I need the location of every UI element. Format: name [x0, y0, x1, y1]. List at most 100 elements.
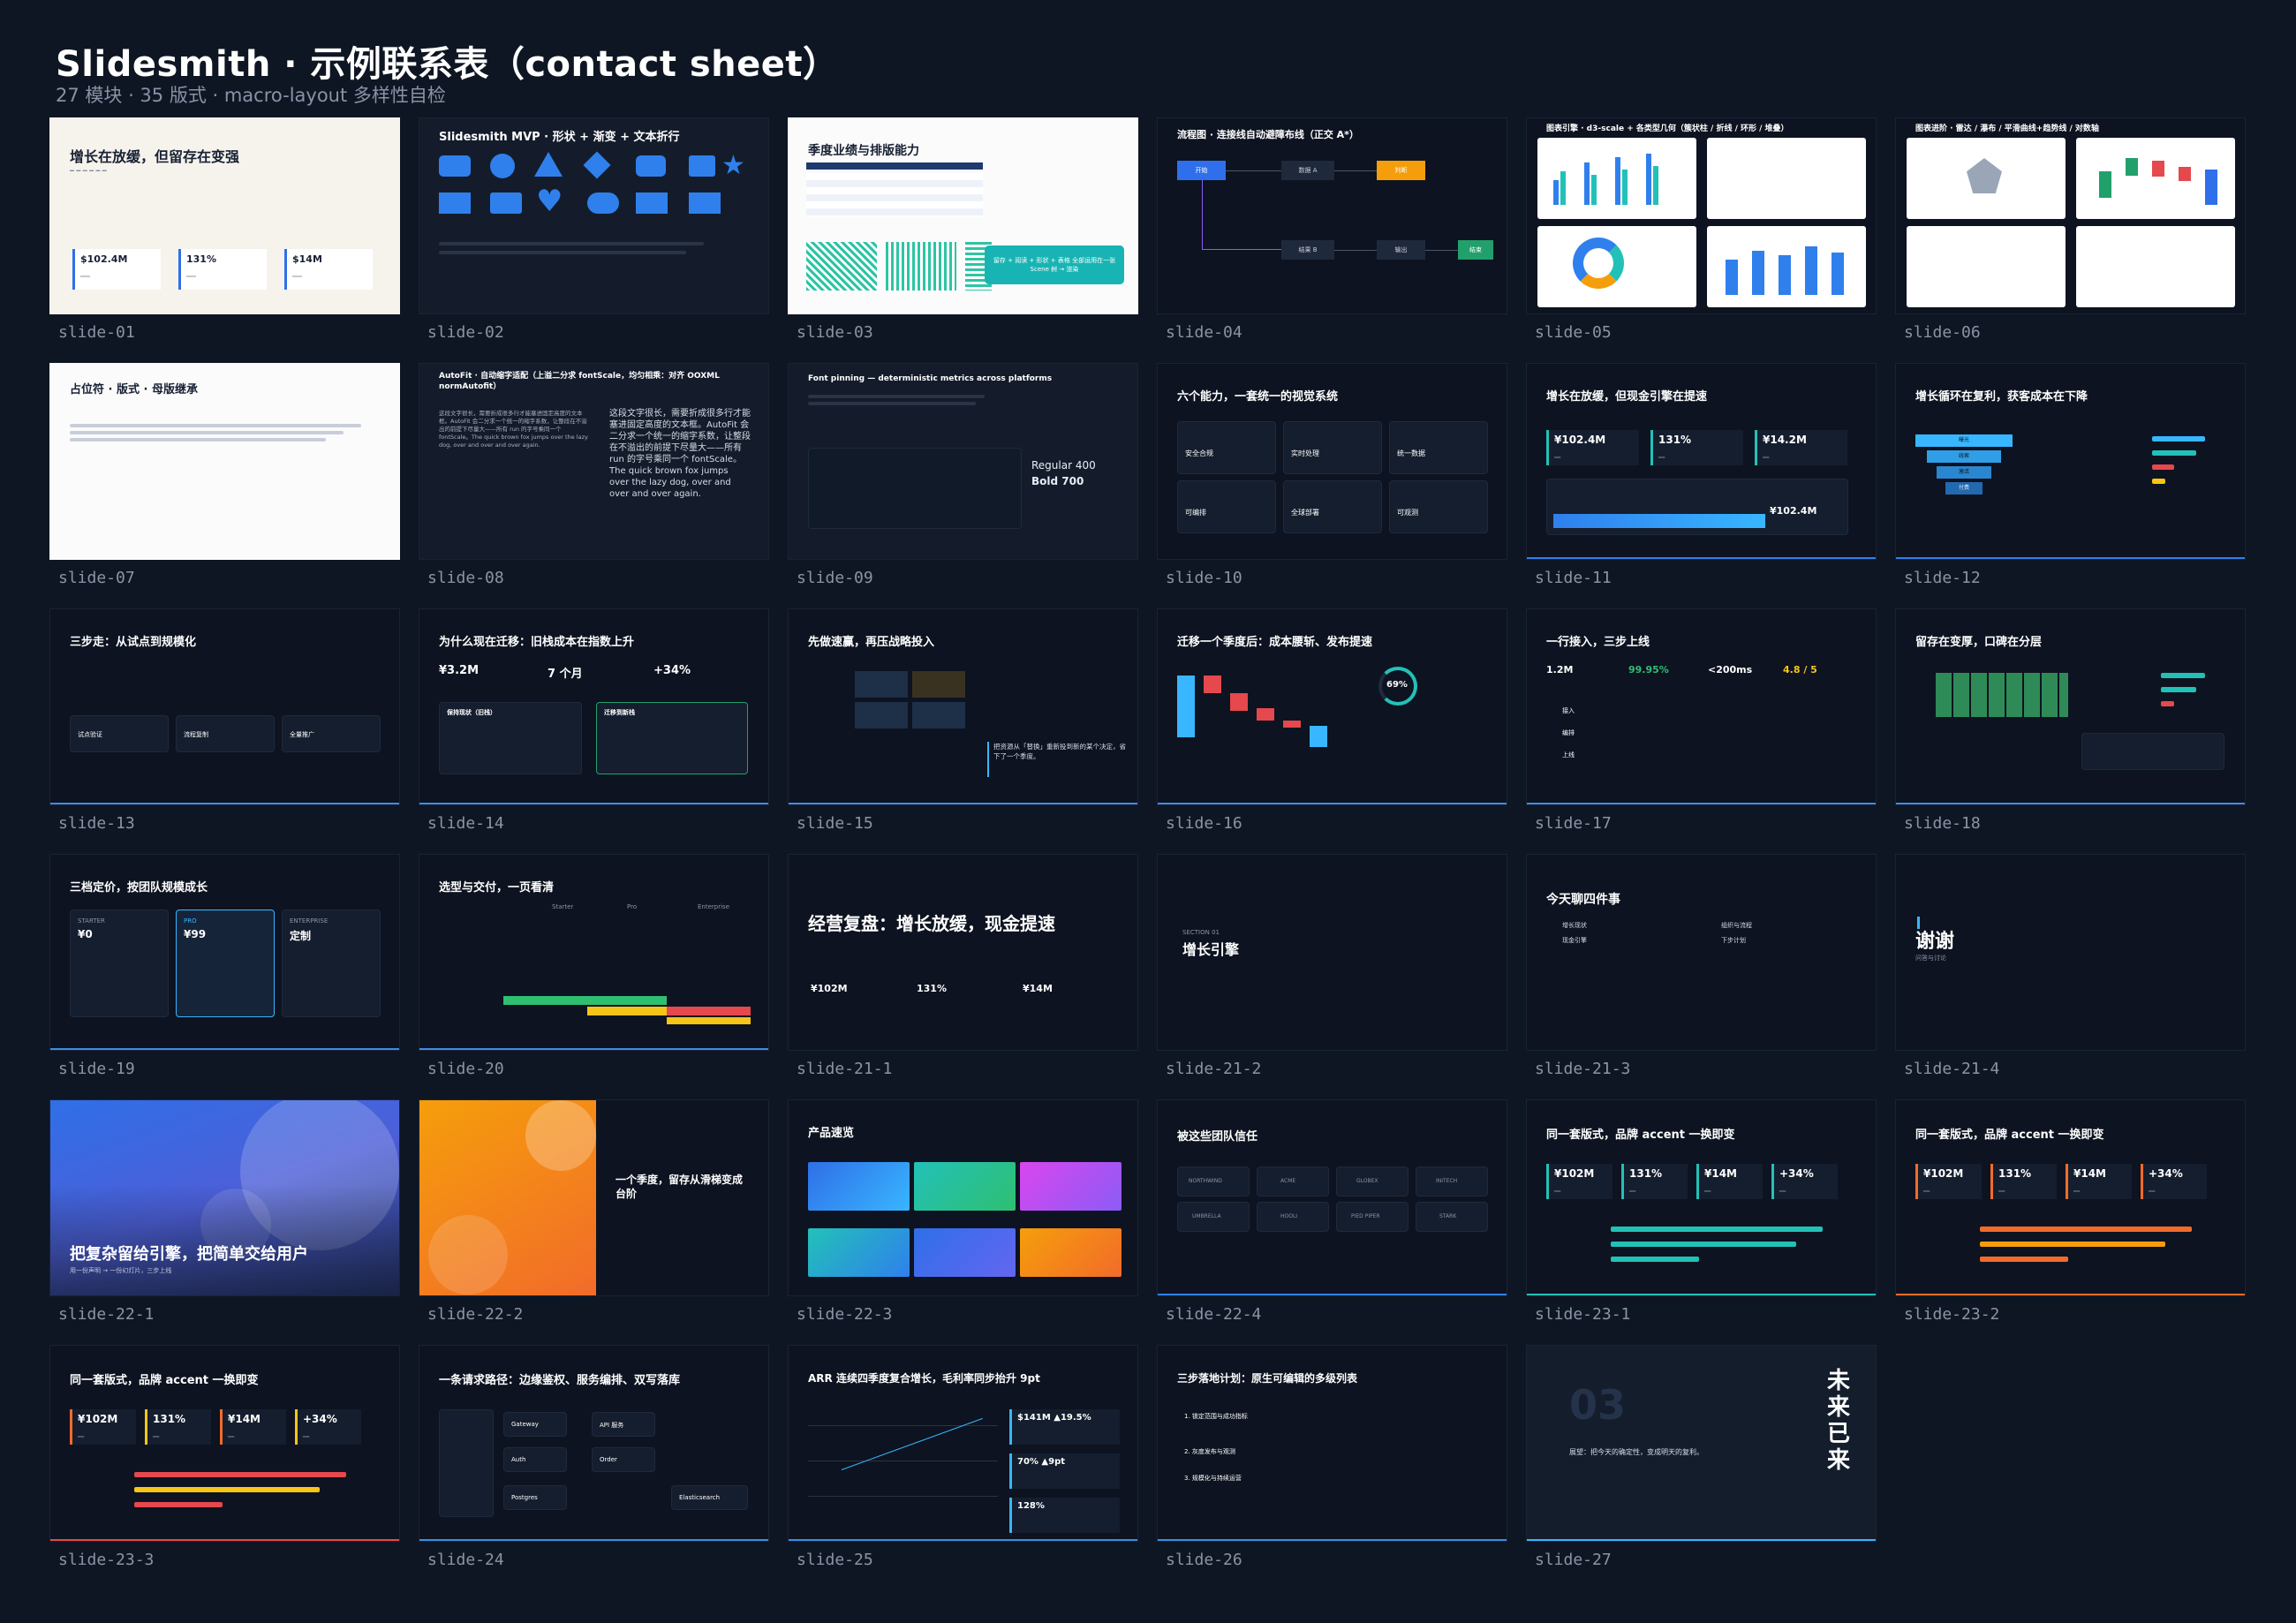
slide-thumbnail[interactable]: 产品速览 slide-22-3: [788, 1099, 1138, 1324]
slide-caption: slide-22-3: [797, 1305, 893, 1324]
slide-thumbnail[interactable]: AutoFit · 自动缩字适配（上溢二分求 fontScale，均匀相乘：对齐…: [419, 363, 769, 587]
slide-thumbnail[interactable]: 同一套版式，品牌 accent 一换即变 ¥102M ━━ 131% ━━ ¥14M…: [1526, 1099, 1877, 1324]
slide-preview[interactable]: 同一套版式，品牌 accent 一换即变 ¥102M ━━ 131% ━━ ¥14M…: [1895, 1099, 2246, 1296]
slide-title: 三步走：从试点到规模化: [70, 636, 197, 649]
slide-thumbnail[interactable]: 三步走：从试点到规模化 试点验证 流程复制 全量推广 slide-13: [49, 608, 400, 833]
slide-thumbnail[interactable]: 图表进阶 · 雷达 / 瀑布 / 平滑曲线+趋势线 / 对数轴 slide-06: [1895, 117, 2246, 342]
slide-thumbnail[interactable]: SECTION 01 增长引擎 slide-21-2: [1157, 854, 1507, 1078]
slide-preview[interactable]: 流程图 · 连接线自动避障布线（正交 A*） 开始 数据 A 判断 结果 B 输…: [1157, 117, 1507, 314]
slide-preview[interactable]: 先做速赢，再压战略投入 把资源从「替换」重新投到新的某个决定，省下了一个季度。: [788, 608, 1138, 805]
slide-preview[interactable]: 被这些团队信任 NORTHWIND ACME GLOBEX INITECH UM…: [1157, 1099, 1507, 1296]
slide-thumbnail[interactable]: 占位符 · 版式 · 母版继承 slide-07: [49, 363, 400, 587]
slide-thumbnail[interactable]: 谢谢 问答与讨论 slide-21-4: [1895, 854, 2246, 1078]
slide-preview[interactable]: Slidesmith MVP · 形状 + 渐变 + 文本折行 ★ ♥: [419, 117, 769, 314]
slide-title: 一个季度，留存从滑梯变成台阶: [616, 1174, 744, 1200]
slide-preview[interactable]: 三档定价，按团队规模成长 STARTER ¥0 PRO ¥99 ENTERPRISE…: [49, 854, 400, 1051]
slide-title: 把复杂留给引擎，把简单交给用户: [70, 1245, 308, 1264]
page-subtitle: 27 模块 · 35 版式 · macro-layout 多样性自检: [56, 85, 446, 106]
slide-preview[interactable]: 增长在放缓，但留存在变强 ━ ━ ━ ━ ━ ━ $102.4M ━━━ 131%…: [49, 117, 400, 314]
slide-preview[interactable]: 把复杂留给引擎，把简单交给用户 用一份声明 → 一份幻灯片，三步上线: [49, 1099, 400, 1296]
slide-preview[interactable]: 六个能力，一套统一的视觉系统 安全合规 实时处理 统一数据 可编排 全球部署 可…: [1157, 363, 1507, 560]
autofit-text: 这段文字很长，需要折成很多行才能塞进固定高度的文本框。AutoFit 会二分求一…: [609, 409, 751, 499]
slide-preview[interactable]: 占位符 · 版式 · 母版继承: [49, 363, 400, 560]
slide-title: 产品速览: [808, 1127, 855, 1140]
page-title: Slidesmith · 示例联系表（contact sheet）: [56, 44, 839, 85]
slide-thumbnail[interactable]: 一个季度，留存从滑梯变成台阶 slide-22-2: [419, 1099, 769, 1324]
kpi-value: $102.4M: [80, 253, 128, 265]
slide-thumbnail[interactable]: 被这些团队信任 NORTHWIND ACME GLOBEX INITECH UM…: [1157, 1099, 1507, 1324]
slide-preview[interactable]: 谢谢 问答与讨论: [1895, 854, 2246, 1051]
slide-thumbnail[interactable]: 迁移一个季度后：成本腰斩、发布提速 69% slide-16: [1157, 608, 1507, 833]
slide-thumbnail[interactable]: Slidesmith MVP · 形状 + 渐变 + 文本折行 ★ ♥ slid…: [419, 117, 769, 342]
slide-thumbnail[interactable]: 同一套版式，品牌 accent 一换即变 ¥102M ━━ 131% ━━ ¥14M…: [49, 1345, 400, 1569]
slide-caption: slide-24: [427, 1551, 504, 1569]
slide-caption: slide-21-1: [797, 1060, 893, 1078]
slide-caption: slide-23-3: [58, 1551, 155, 1569]
slide-thumbnail[interactable]: 六个能力，一套统一的视觉系统 安全合规 实时处理 统一数据 可编排 全球部署 可…: [1157, 363, 1507, 587]
slide-title: 图表进阶 · 雷达 / 瀑布 / 平滑曲线+趋势线 / 对数轴: [1915, 125, 2099, 133]
slide-preview[interactable]: 经营复盘：增长放缓，现金提速 ¥102M 131% ¥14M: [788, 854, 1138, 1051]
slide-caption: slide-23-1: [1535, 1305, 1631, 1324]
slide-title: 一行接入，三步上线: [1546, 636, 1650, 649]
slide-title: 占位符 · 版式 · 母版继承: [70, 383, 198, 396]
slide-thumbnail[interactable]: 流程图 · 连接线自动避障布线（正交 A*） 开始 数据 A 判断 结果 B 输…: [1157, 117, 1507, 342]
slide-caption: slide-22-1: [58, 1305, 155, 1324]
slide-preview[interactable]: ARR 连续四季度复合增长，毛利率同步抬升 9pt $141M ▲19.5% 7…: [788, 1345, 1138, 1542]
slide-thumbnail[interactable]: 为什么现在迁移：旧栈成本在指数上升 ¥3.2M 7 个月 +34% 保持现状（旧…: [419, 608, 769, 833]
slide-title: 未来已来: [1827, 1368, 1851, 1474]
slide-preview[interactable]: AutoFit · 自动缩字适配（上溢二分求 fontScale，均匀相乘：对齐…: [419, 363, 769, 560]
slide-thumbnail[interactable]: Font pinning — deterministic metrics acr…: [788, 363, 1138, 587]
slide-thumbnail[interactable]: 先做速赢，再压战略投入 把资源从「替换」重新投到新的某个决定，省下了一个季度。 …: [788, 608, 1138, 833]
slide-preview[interactable]: 图表进阶 · 雷达 / 瀑布 / 平滑曲线+趋势线 / 对数轴: [1895, 117, 2246, 314]
slide-caption: slide-04: [1166, 323, 1242, 342]
slide-preview[interactable]: 03 展望：把今天的确定性，变成明天的复利。 未来已来: [1526, 1345, 1877, 1542]
slide-preview[interactable]: 一条请求路径：边缘鉴权、服务编排、双写落库 Gateway API 服务 Aut…: [419, 1345, 769, 1542]
slide-preview[interactable]: SECTION 01 增长引擎: [1157, 854, 1507, 1051]
slide-thumbnail[interactable]: 一行接入，三步上线 1.2M 99.95% <200ms 4.8 / 5 接入 …: [1526, 608, 1877, 833]
slide-preview[interactable]: 同一套版式，品牌 accent 一换即变 ¥102M ━━ 131% ━━ ¥14M…: [1526, 1099, 1877, 1296]
slide-preview[interactable]: 增长在放缓，但现金引擎在提速 ¥102.4M ━━ 131% ━━ ¥14.2M ━━…: [1526, 363, 1877, 560]
slide-thumbnail[interactable]: 三步落地计划：原生可编辑的多级列表 1. 锁定范围与成功指标 2. 灰度发布与观…: [1157, 1345, 1507, 1569]
slide-preview[interactable]: 今天聊四件事 增长现状 组织与流程 现金引擎 下步计划: [1526, 854, 1877, 1051]
slide-preview[interactable]: 图表引擎 · d3-scale + 各类型几何（簇状柱 / 折线 / 环形 / …: [1526, 117, 1877, 314]
slide-caption: slide-05: [1535, 323, 1612, 342]
slide-thumbnail[interactable]: 增长在放缓，但留存在变强 ━ ━ ━ ━ ━ ━ $102.4M ━━━ 131%…: [49, 117, 400, 342]
slide-thumbnail[interactable]: 留存在变厚，口碑在分层 slide-18: [1895, 608, 2246, 833]
slide-title: 今天聊四件事: [1546, 893, 1620, 907]
slide-thumbnail[interactable]: 一条请求路径：边缘鉴权、服务编排、双写落库 Gateway API 服务 Aut…: [419, 1345, 769, 1569]
slide-preview[interactable]: 迁移一个季度后：成本腰斩、发布提速 69%: [1157, 608, 1507, 805]
slide-preview[interactable]: 留存在变厚，口碑在分层: [1895, 608, 2246, 805]
slide-thumbnail[interactable]: 增长循环在复利，获客成本在下降 曝光 线索 激活 付费 slide-12: [1895, 363, 2246, 587]
slide-preview[interactable]: 一个季度，留存从滑梯变成台阶: [419, 1099, 769, 1296]
slide-title: 六个能力，一套统一的视觉系统: [1177, 390, 1339, 404]
slide-preview[interactable]: 产品速览: [788, 1099, 1138, 1296]
slide-preview[interactable]: 为什么现在迁移：旧栈成本在指数上升 ¥3.2M 7 个月 +34% 保持现状（旧…: [419, 608, 769, 805]
slide-thumbnail[interactable]: 把复杂留给引擎，把简单交给用户 用一份声明 → 一份幻灯片，三步上线 slide…: [49, 1099, 400, 1324]
slide-caption: slide-22-2: [427, 1305, 524, 1324]
slide-thumbnail[interactable]: 今天聊四件事 增长现状 组织与流程 现金引擎 下步计划 slide-21-3: [1526, 854, 1877, 1078]
slide-thumbnail[interactable]: 同一套版式，品牌 accent 一换即变 ¥102M ━━ 131% ━━ ¥14M…: [1895, 1099, 2246, 1324]
slide-thumbnail[interactable]: 03 展望：把今天的确定性，变成明天的复利。 未来已来 slide-27: [1526, 1345, 1877, 1569]
slide-preview[interactable]: 三步走：从试点到规模化 试点验证 流程复制 全量推广: [49, 608, 400, 805]
slide-thumbnail[interactable]: 选型与交付，一页看清 Starter Pro Enterprise slide-…: [419, 854, 769, 1078]
slide-preview[interactable]: 同一套版式，品牌 accent 一换即变 ¥102M ━━ 131% ━━ ¥14M…: [49, 1345, 400, 1542]
slide-title: 留存在变厚，口碑在分层: [1915, 636, 2043, 649]
slide-title: AutoFit · 自动缩字适配（上溢二分求 fontScale，均匀相乘：对齐…: [439, 372, 720, 391]
slide-preview[interactable]: 一行接入，三步上线 1.2M 99.95% <200ms 4.8 / 5 接入 …: [1526, 608, 1877, 805]
slide-caption: slide-11: [1535, 569, 1612, 587]
slide-caption: slide-17: [1535, 814, 1612, 833]
slide-caption: slide-14: [427, 814, 504, 833]
slide-thumbnail[interactable]: ARR 连续四季度复合增长，毛利率同步抬升 9pt $141M ▲19.5% 7…: [788, 1345, 1138, 1569]
slide-thumbnail[interactable]: 季度业绩与排版能力 留存 + 阅读 + 形状 + 表格 全部运用在一张 Scen…: [788, 117, 1138, 342]
slide-thumbnail[interactable]: 图表引擎 · d3-scale + 各类型几何（簇状柱 / 折线 / 环形 / …: [1526, 117, 1877, 342]
slide-title: 经营复盘：增长放缓，现金提速: [808, 913, 1055, 934]
slide-preview[interactable]: 增长循环在复利，获客成本在下降 曝光 线索 激活 付费: [1895, 363, 2246, 560]
slide-preview[interactable]: 选型与交付，一页看清 Starter Pro Enterprise: [419, 854, 769, 1051]
slide-thumbnail[interactable]: 增长在放缓，但现金引擎在提速 ¥102.4M ━━ 131% ━━ ¥14.2M ━━…: [1526, 363, 1877, 587]
slide-title: 选型与交付，一页看清: [439, 881, 555, 895]
slide-preview[interactable]: Font pinning — deterministic metrics acr…: [788, 363, 1138, 560]
slide-preview[interactable]: 三步落地计划：原生可编辑的多级列表 1. 锁定范围与成功指标 2. 灰度发布与观…: [1157, 1345, 1507, 1542]
slide-thumbnail[interactable]: 三档定价，按团队规模成长 STARTER ¥0 PRO ¥99 ENTERPRISE…: [49, 854, 400, 1078]
slide-thumbnail[interactable]: 经营复盘：增长放缓，现金提速 ¥102M 131% ¥14M slide-21-…: [788, 854, 1138, 1078]
slide-preview[interactable]: 季度业绩与排版能力 留存 + 阅读 + 形状 + 表格 全部运用在一张 Scen…: [788, 117, 1138, 314]
